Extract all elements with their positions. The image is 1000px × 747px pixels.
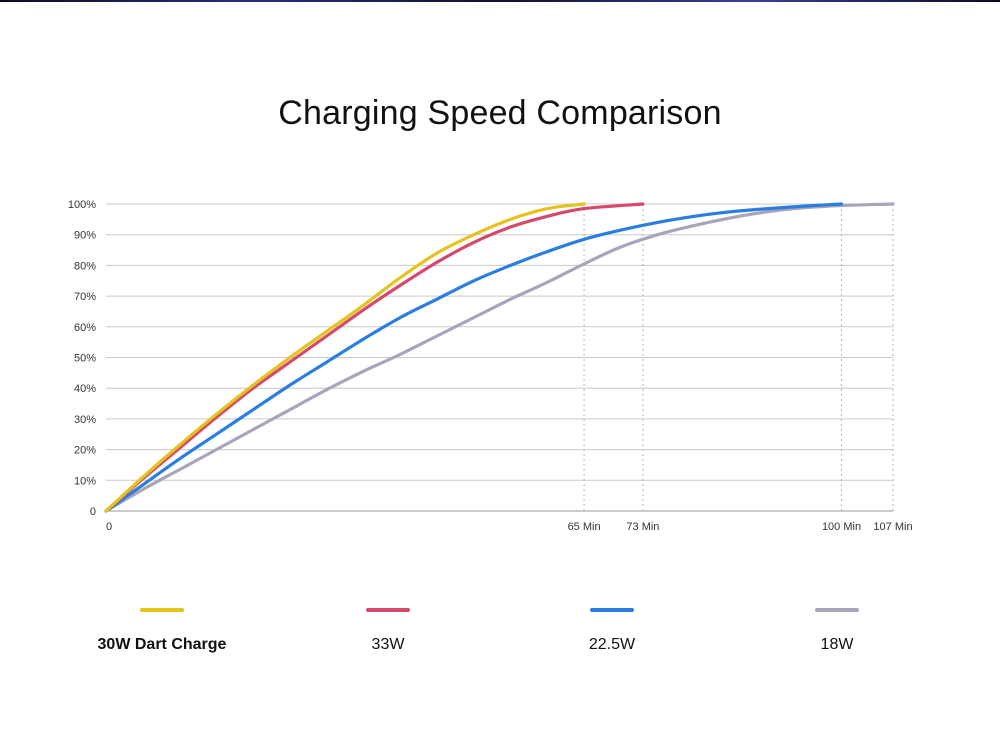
legend-swatch	[140, 608, 184, 612]
y-tick-label: 20%	[74, 445, 96, 457]
x-tick-label: 107 Min	[873, 521, 912, 533]
legend: 30W Dart Charge 33W 22.5W 18W	[0, 596, 1000, 676]
x-tick-label: 100 Min	[822, 521, 861, 533]
legend-item: 18W	[727, 596, 947, 666]
y-tick-label: 60%	[74, 322, 96, 334]
x-tick-label: 73 Min	[626, 521, 659, 533]
y-tick-label: 40%	[74, 383, 96, 395]
charging-speed-chart: 0 10% 20% 30% 40% 50% 60% 70% 80% 90% 100% 0 65 Min…	[68, 199, 913, 533]
y-tick-label: 0	[90, 506, 96, 518]
x-tick-labels: 0 65 Min 73 Min 100 Min 107 Min	[106, 521, 913, 533]
y-tick-label: 30%	[74, 414, 96, 426]
y-tick-label: 100%	[68, 199, 96, 211]
series-line-22-5w	[104, 202, 844, 513]
series-line-30w-dart-charge	[104, 202, 586, 513]
x-tick-label: 65 Min	[568, 521, 601, 533]
y-tick-label: 80%	[74, 260, 96, 272]
series-line-33w	[104, 202, 645, 513]
y-tick-label: 50%	[74, 353, 96, 365]
series-lines	[104, 202, 895, 513]
top-edge-strip	[0, 0, 1000, 2]
legend-item: 30W Dart Charge	[52, 596, 272, 666]
legend-item: 22.5W	[502, 596, 722, 666]
legend-label: 18W	[820, 636, 854, 653]
end-guide-lines	[583, 204, 894, 511]
y-tick-label: 10%	[74, 475, 96, 487]
legend-label: 22.5W	[588, 636, 636, 653]
x-tick-label: 0	[106, 521, 112, 533]
legend-swatch	[815, 608, 859, 612]
legend-label: 33W	[371, 636, 405, 653]
legend-label: 30W Dart Charge	[97, 636, 227, 653]
y-tick-labels: 0 10% 20% 30% 40% 50% 60% 70% 80% 90% 100%	[68, 199, 96, 518]
legend-item: 33W	[278, 596, 498, 666]
chart-title: Charging Speed Comparison	[278, 94, 722, 132]
legend-swatch	[590, 608, 634, 612]
y-tick-label: 90%	[74, 230, 96, 242]
legend-swatch	[366, 608, 410, 612]
y-tick-label: 70%	[74, 291, 96, 303]
series-line-18w	[104, 202, 895, 513]
grid-lines	[106, 203, 893, 512]
